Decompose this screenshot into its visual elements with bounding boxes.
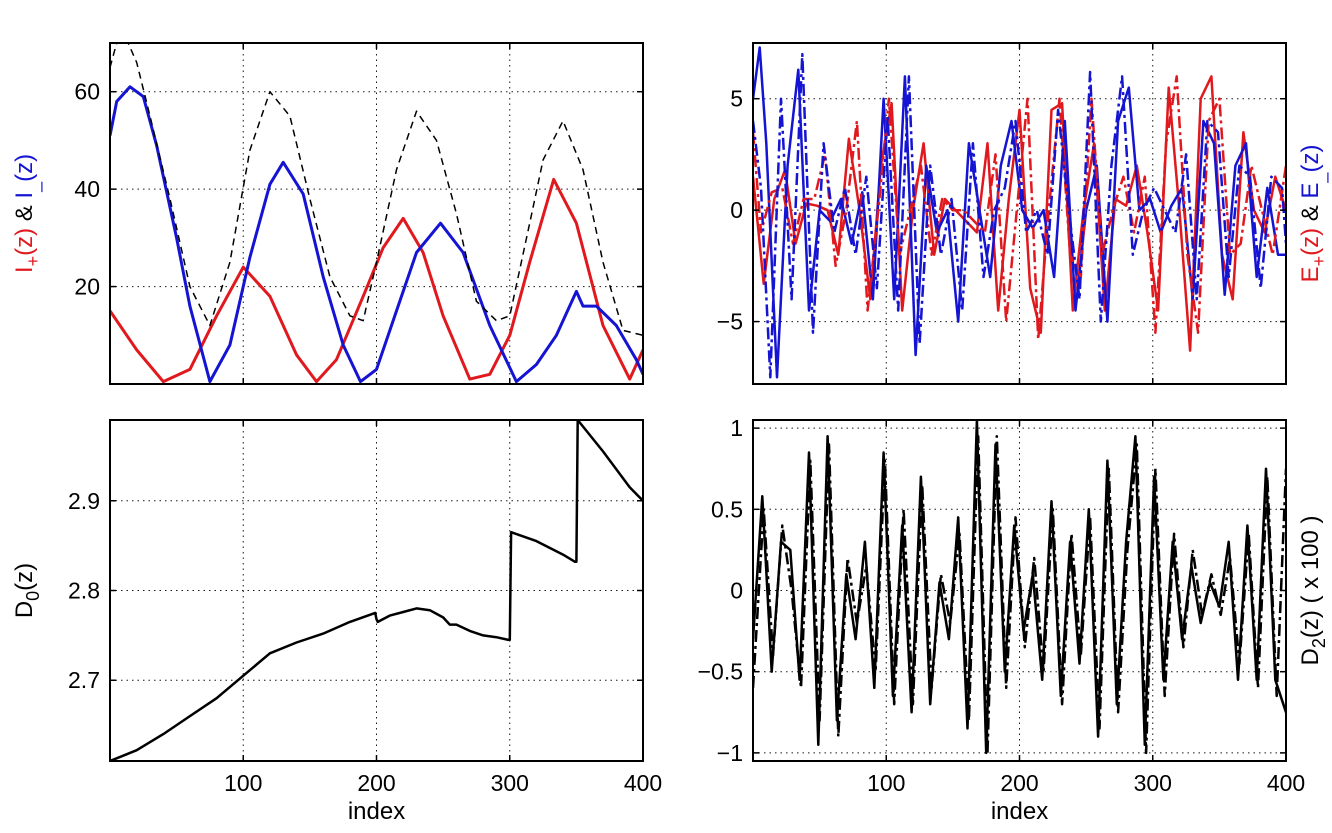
- series-p1-2: [110, 43, 643, 337]
- ytick-label-p1-1: 40: [74, 176, 100, 202]
- xtick-label-p4-0: 100: [867, 770, 905, 796]
- xtick-label-p4-3: 400: [1267, 770, 1305, 796]
- ytick-label-p4-4: 1: [730, 415, 743, 441]
- ytick-label-p4-1: −0.5: [698, 659, 743, 685]
- ytick-label-p4-2: 0: [730, 578, 743, 604]
- xtick-label-p3-1: 200: [357, 770, 395, 796]
- ytick-label-p3-0: 2.7: [68, 667, 100, 693]
- ylabel-p4: D2(z) ( x 100 ): [1297, 515, 1329, 665]
- series-p1-0: [110, 177, 643, 384]
- ylabel-p1: I+(z) & I_(z): [11, 154, 44, 273]
- xtick-label-p3-3: 400: [624, 770, 662, 796]
- series-p2-1: [753, 46, 1286, 379]
- ytick-label-p2-2: 5: [730, 86, 743, 112]
- panel-p3: 100 200 300 400 2.7 2.8 2.9 index D0(z): [11, 419, 662, 825]
- ytick-label-p2-1: 0: [730, 197, 743, 223]
- xlabel-p4: index: [991, 798, 1048, 825]
- series-p1-1: [110, 85, 643, 384]
- panel-p4: 100 200 300 400 −1 −0.5 0 0.5 1 index D2(z) ( x 10…: [698, 415, 1329, 825]
- xlabel-p3: index: [348, 798, 405, 825]
- ytick-label-p4-3: 0.5: [711, 496, 743, 522]
- ytick-label-p3-1: 2.8: [68, 578, 100, 604]
- xtick-label-p3-0: 100: [224, 770, 262, 796]
- series-p2-2: [753, 75, 1286, 341]
- series-p2-0: [753, 75, 1286, 352]
- ytick-label-p2-0: −5: [717, 309, 743, 335]
- panel-p1: 20 40 60 I+(z) & I_(z): [11, 42, 644, 385]
- xtick-label-p4-1: 200: [1000, 770, 1038, 796]
- ytick-label-p4-0: −1: [717, 740, 743, 766]
- panel-p2: −5 0 5 E+(z) & E_(z): [717, 42, 1330, 385]
- series-p3-0: [110, 420, 643, 761]
- xtick-label-p3-2: 300: [491, 770, 529, 796]
- ylabel-p3: D0(z): [11, 563, 43, 618]
- ytick-label-p1-0: 20: [74, 274, 100, 300]
- series-p2-3: [753, 52, 1286, 379]
- ylabel-p2: E+(z) & E_(z): [1297, 145, 1330, 283]
- ytick-label-p1-2: 60: [74, 79, 100, 105]
- xtick-label-p4-2: 300: [1134, 770, 1172, 796]
- ytick-label-p3-2: 2.9: [68, 488, 100, 514]
- series-p4-1: [753, 434, 1286, 755]
